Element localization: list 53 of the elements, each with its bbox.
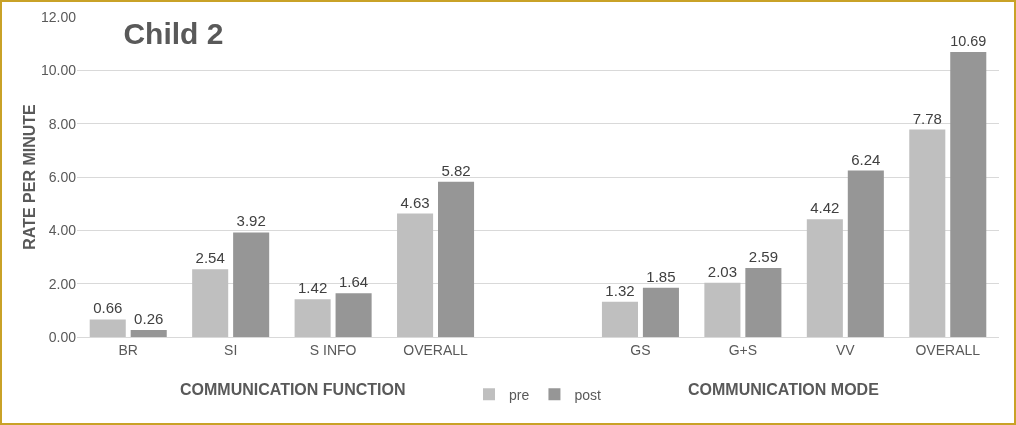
text: COMMUNICATION FUNCTION (180, 381, 406, 398)
data-label: 10.69 (950, 33, 987, 50)
data-label: 7.78 (912, 109, 942, 127)
y-tick-label: 10.00 (40, 62, 77, 79)
bar (847, 170, 884, 337)
x-tick-label: BR (118, 341, 138, 358)
bar (233, 232, 270, 337)
bar (397, 213, 434, 337)
x-tick-label: VV (835, 341, 856, 358)
y-tick-label: 6.00 (48, 168, 77, 185)
data-label: 1.64 (339, 273, 369, 291)
chart-title: Child 2 (123, 17, 224, 51)
data-label: 1.42 (298, 279, 328, 297)
text: COMMUNICATION MODE (688, 381, 880, 398)
bar (745, 267, 782, 337)
bar (642, 287, 679, 337)
data-label: 2.54 (195, 249, 225, 267)
data-label: 4.63 (400, 193, 430, 211)
bar (89, 319, 126, 337)
bar (130, 330, 167, 337)
x-tick-label: SI (224, 341, 238, 358)
data-label: 2.59 (748, 247, 778, 265)
y-tick-label: 12.00 (40, 8, 77, 25)
bar (950, 51, 987, 337)
x-tick-label: G+S (728, 341, 758, 358)
bar (601, 301, 638, 337)
bar (438, 181, 475, 337)
data-label: 6.24 (851, 150, 881, 168)
x-tick-label: OVERALL (915, 341, 981, 358)
data-label: 4.42 (810, 199, 840, 217)
data-label: 5.82 (441, 161, 471, 179)
legend-label: post (574, 386, 602, 403)
y-tick-label: 4.00 (48, 222, 77, 239)
legend-label: pre (509, 386, 530, 403)
data-label: 2.03 (707, 262, 737, 280)
data-label: 1.85 (646, 267, 676, 285)
x-tick-label: S INFO (309, 341, 357, 358)
data-label: 1.32 (605, 281, 635, 299)
y-tick-label: 2.00 (48, 275, 77, 292)
data-label: 0.26 (134, 310, 164, 328)
x-tick-label: OVERALL (403, 341, 469, 358)
data-label: 0.66 (93, 299, 123, 317)
bar (909, 129, 946, 337)
bar (192, 269, 229, 337)
x-tick-label: GS (630, 341, 651, 358)
bar (294, 299, 331, 337)
bar (806, 219, 843, 337)
y-tick-label: 8.00 (48, 115, 77, 132)
y-axis-title: RATE PER MINUTE (21, 103, 38, 250)
y-tick-label: 0.00 (48, 328, 77, 345)
data-label: 3.92 (236, 212, 266, 230)
bar (704, 282, 741, 337)
bar (335, 293, 372, 337)
